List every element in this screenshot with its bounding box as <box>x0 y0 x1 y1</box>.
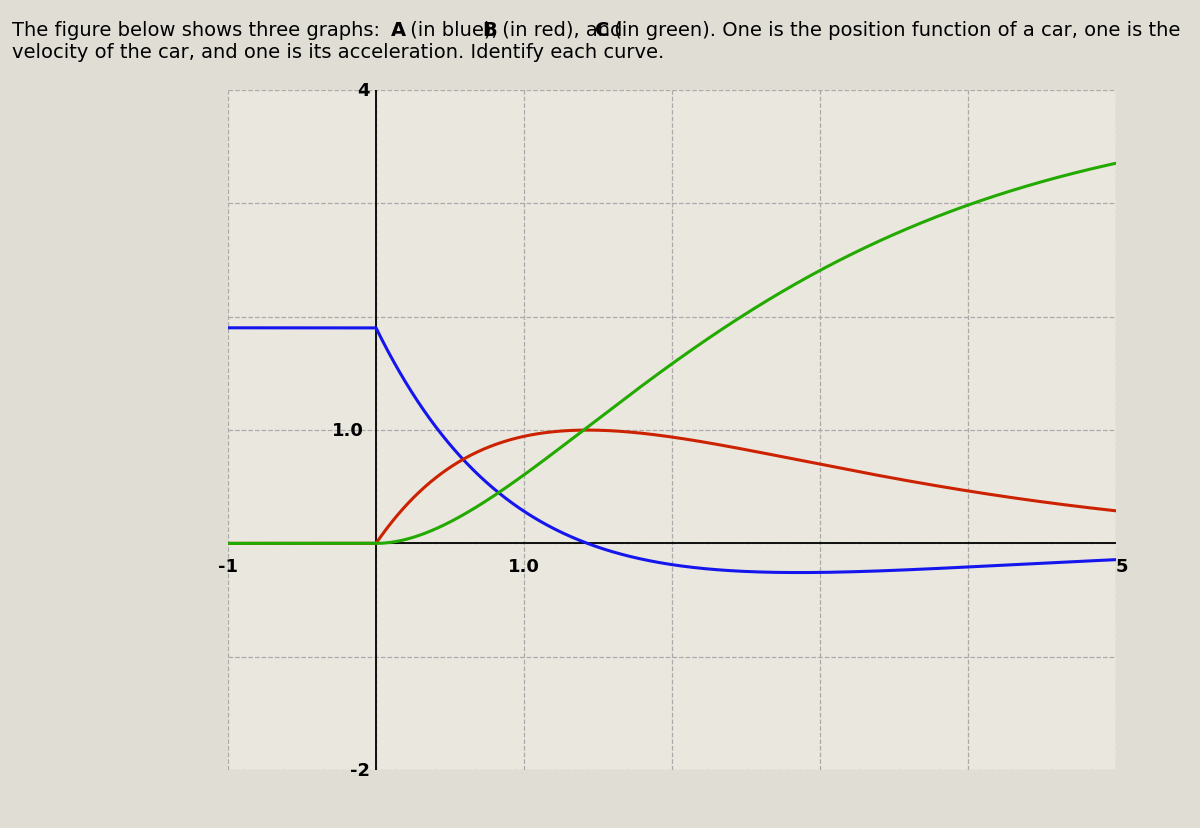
Text: -1: -1 <box>218 557 238 575</box>
Text: The figure below shows three graphs:: The figure below shows three graphs: <box>12 21 386 40</box>
Text: (in green). One is the position function of a car, one is the: (in green). One is the position function… <box>608 21 1181 40</box>
Text: 5: 5 <box>1116 557 1128 575</box>
Text: -2: -2 <box>350 761 370 779</box>
Text: 1.0: 1.0 <box>508 557 540 575</box>
Text: A: A <box>391 21 407 40</box>
Text: 4: 4 <box>358 82 370 100</box>
Text: C: C <box>595 21 610 40</box>
Text: (in blue),: (in blue), <box>404 21 504 40</box>
Text: 1.0: 1.0 <box>332 421 364 440</box>
Text: B: B <box>482 21 497 40</box>
Text: (in red), and: (in red), and <box>496 21 629 40</box>
Text: velocity of the car, and one is its acceleration. Identify each curve.: velocity of the car, and one is its acce… <box>12 43 665 62</box>
